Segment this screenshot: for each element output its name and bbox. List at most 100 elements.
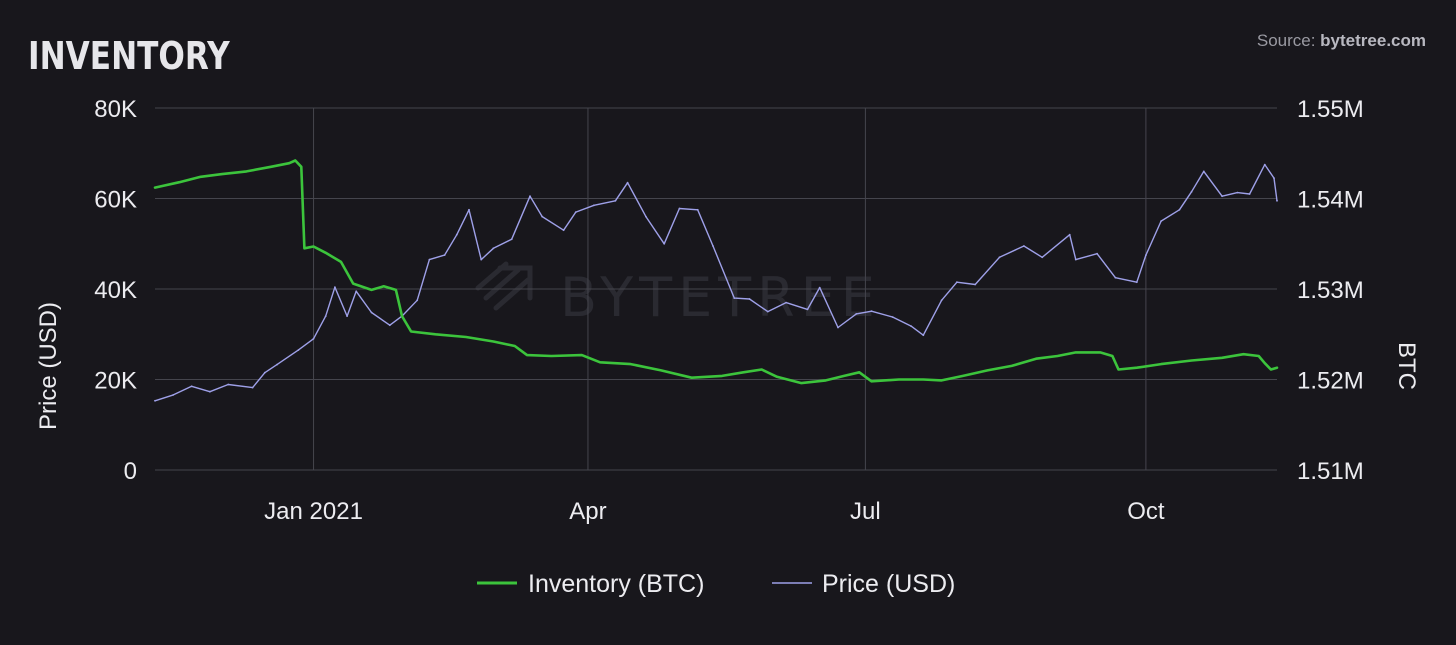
right-axis-title: BTC — [1393, 342, 1420, 390]
legend-label-price: Price (USD) — [822, 570, 955, 598]
inventory-point — [395, 289, 397, 291]
inventory-point — [1263, 362, 1266, 365]
price-point — [334, 286, 336, 289]
inventory-point — [986, 369, 989, 372]
right-axis-ticks: 1.51M 1.52M 1.53M 1.54M 1.55M — [1297, 96, 1364, 485]
inventory-point — [1035, 357, 1037, 360]
inventory-point — [922, 378, 925, 381]
inventory-point — [154, 186, 156, 189]
price-point — [1248, 193, 1251, 195]
price-point — [891, 316, 894, 318]
price-point — [1276, 199, 1278, 202]
price-point — [837, 326, 839, 329]
inventory-point — [580, 354, 583, 356]
inventory-point — [178, 181, 181, 184]
price-point — [324, 315, 327, 317]
right-tick-label: 1.51M — [1297, 458, 1364, 485]
inventory-point — [760, 368, 763, 371]
price-point — [1096, 252, 1098, 255]
price-point — [172, 394, 175, 396]
price-point — [974, 283, 977, 286]
left-tick-label: 40K — [94, 277, 137, 304]
inventory-point — [1010, 365, 1013, 367]
price-point — [276, 363, 278, 366]
inventory-point — [1190, 359, 1193, 362]
right-tick-label: 1.55M — [1297, 96, 1364, 123]
inventory-point — [221, 173, 224, 176]
inventory-point — [824, 379, 827, 382]
chart-title: INVENTORY — [28, 34, 230, 78]
inventory-point — [199, 175, 202, 178]
price-point — [346, 315, 348, 317]
price-point — [998, 256, 1001, 259]
legend-item-inventory[interactable]: Inventory (BTC) — [477, 570, 704, 598]
inventory-point — [1111, 355, 1114, 357]
price-point — [1202, 170, 1205, 173]
inventory-point — [382, 285, 385, 288]
price-point — [562, 229, 565, 232]
bytetree-logo-icon — [475, 261, 533, 311]
inventory-point — [303, 247, 306, 250]
source-name[interactable]: bytetree.com — [1320, 31, 1426, 50]
inventory-point — [300, 165, 303, 168]
source-credit[interactable]: Source: bytetree.com — [1257, 31, 1426, 51]
left-tick-label: 20K — [94, 368, 137, 395]
price-point — [443, 254, 446, 256]
inventory-point — [324, 251, 327, 254]
price-point — [1160, 220, 1162, 223]
legend-label-inventory: Inventory (BTC) — [528, 570, 704, 598]
price-point — [428, 258, 431, 261]
inventory-point — [434, 333, 437, 336]
inventory-point — [898, 378, 900, 381]
inventory-point — [843, 375, 845, 377]
price-point — [529, 195, 531, 198]
right-tick-label: 1.53M — [1297, 277, 1364, 304]
left-tick-label: 80K — [94, 96, 137, 123]
price-point — [574, 211, 577, 214]
price-point — [1236, 191, 1239, 194]
inventory-point — [940, 379, 943, 382]
inventory-point — [312, 245, 315, 248]
price-point — [910, 325, 912, 327]
inventory-point — [800, 382, 803, 384]
price-point — [956, 281, 958, 284]
price-point — [818, 286, 821, 289]
inventory-point — [370, 289, 373, 291]
price-point — [510, 238, 513, 241]
left-tick-label: 0 — [124, 458, 137, 485]
inventory-point — [858, 371, 861, 374]
price-point — [227, 383, 230, 386]
inventory-point — [526, 354, 528, 356]
price-point — [663, 242, 666, 245]
price-point — [626, 181, 629, 184]
price-point — [1041, 256, 1044, 259]
inventory-point — [1276, 366, 1278, 369]
inventory-point — [1117, 368, 1120, 371]
price-point — [312, 337, 315, 340]
inventory-point — [599, 361, 601, 364]
inventory-point — [742, 371, 745, 374]
price-point — [785, 301, 787, 304]
price-point — [1273, 177, 1275, 180]
legend-item-price[interactable]: Price (USD) — [772, 570, 955, 598]
price-point — [416, 299, 419, 302]
inventory-point — [294, 159, 297, 162]
gridlines — [155, 107, 1277, 471]
price-point — [492, 247, 495, 250]
price-point — [355, 290, 358, 293]
inventory-point — [513, 345, 516, 347]
inventory-point — [401, 315, 403, 317]
inventory-point — [660, 369, 662, 372]
price-point — [455, 233, 458, 236]
price-point — [696, 208, 699, 211]
x-tick-label: Oct — [1127, 498, 1165, 525]
price-point — [748, 298, 751, 300]
price-point — [766, 310, 769, 313]
left-axis-title: Price (USD) — [35, 302, 62, 430]
inventory-point — [288, 162, 291, 165]
inventory-point — [245, 170, 248, 173]
inventory-point — [776, 375, 778, 378]
inventory-point — [870, 380, 873, 383]
right-tick-label: 1.52M — [1297, 368, 1364, 395]
